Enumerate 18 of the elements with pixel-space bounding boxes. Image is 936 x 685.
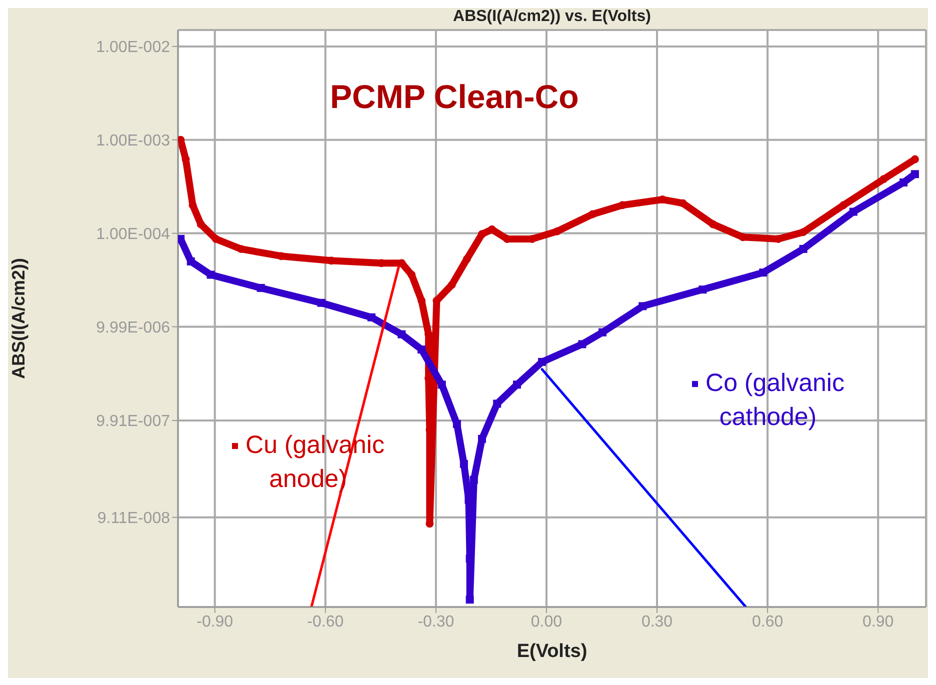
x-tick-label: 0.30 (641, 613, 673, 630)
y-tick-label: 1.00E-004 (96, 226, 170, 243)
chart-title: ABS(I(A/cm2)) vs. E(Volts) (452, 8, 652, 26)
x-tick-label: -0.30 (418, 613, 454, 630)
annotation: PCMP Clean-Co (330, 78, 579, 116)
y-tick-label: 1.00E-002 (96, 39, 170, 56)
y-tick-label: 9.91E-007 (96, 413, 170, 430)
x-tick-label: 0.60 (752, 613, 784, 630)
x-tick-label: 0.00 (530, 613, 562, 630)
x-tick-label: 0.90 (862, 613, 894, 630)
y-tick-label: 9.11E-008 (97, 510, 170, 528)
legend-label: Co (galvanic cathode) (704, 368, 846, 433)
y-axis-title: ABS(I(A/cm2)) (8, 258, 28, 380)
y-tick-label: 1.00E-003 (96, 132, 170, 150)
y-tick-label: 9.99E-006 (96, 319, 170, 336)
x-tick-label: -0.90 (196, 613, 234, 630)
x-tick-label: -0.60 (307, 613, 344, 630)
x-axis-title: E(Volts) (516, 641, 588, 662)
